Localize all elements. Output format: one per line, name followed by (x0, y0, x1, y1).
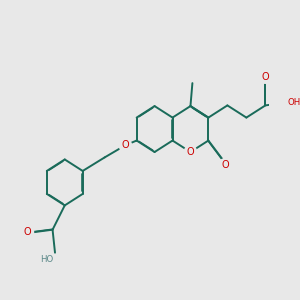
Text: O: O (262, 71, 269, 82)
Text: O: O (221, 160, 229, 170)
Text: OH: OH (288, 98, 300, 107)
Circle shape (219, 159, 231, 172)
Text: O: O (122, 140, 129, 150)
Text: O: O (24, 227, 31, 237)
Circle shape (21, 226, 34, 239)
Text: HO: HO (40, 255, 53, 264)
Circle shape (259, 70, 272, 83)
Text: O: O (187, 147, 194, 157)
Circle shape (184, 145, 196, 159)
Circle shape (119, 139, 131, 152)
